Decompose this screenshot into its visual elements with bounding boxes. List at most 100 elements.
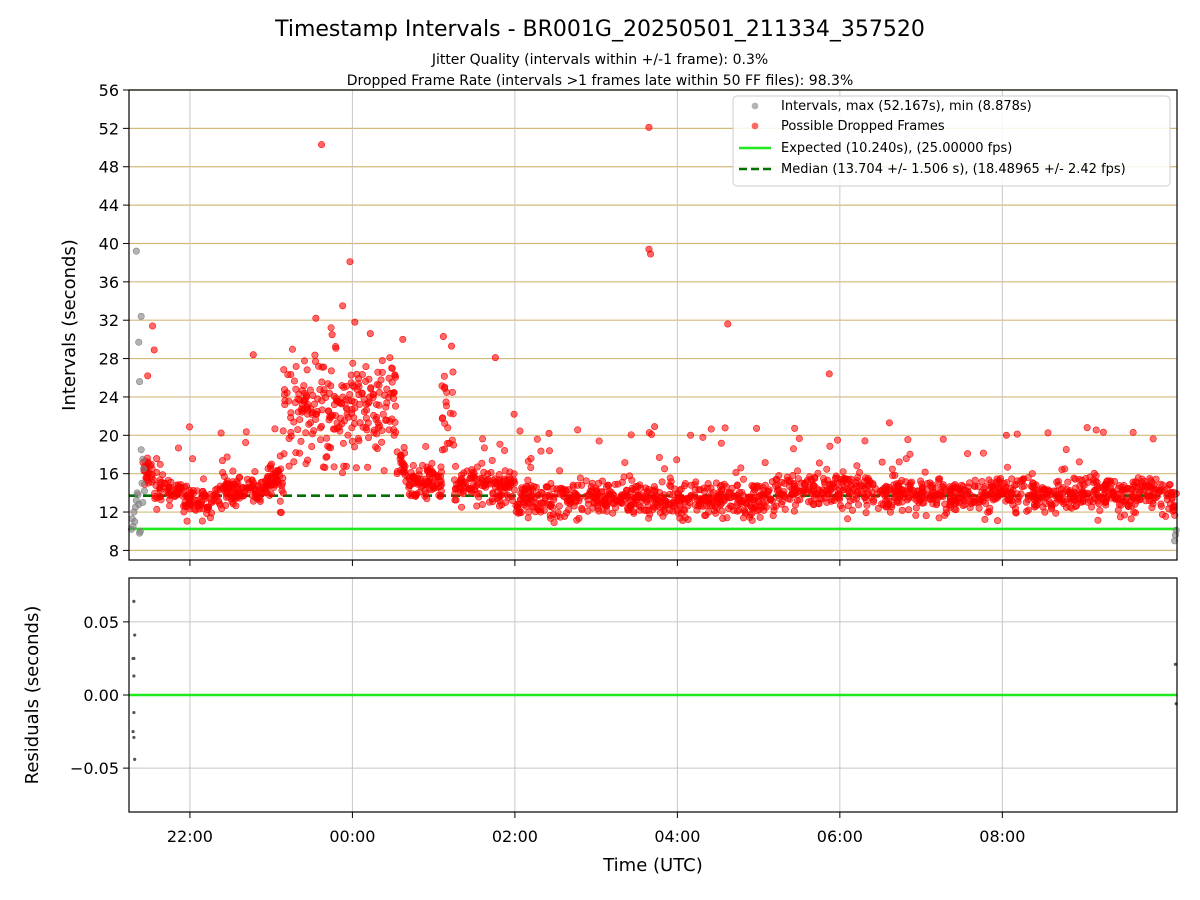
dropped-frame-point <box>545 429 553 437</box>
dropped-frame-point <box>322 394 330 402</box>
residuals-x-ticks: 22:00 00:00 02:00 04:00 06:00 08:00 <box>167 812 1025 846</box>
residual-point <box>133 757 137 761</box>
dropped-frame-point <box>278 486 286 494</box>
dropped-frame-point <box>298 408 306 416</box>
dropped-frame-point <box>660 496 668 504</box>
dropped-frame-point <box>218 457 226 465</box>
dropped-frame-point <box>753 484 761 492</box>
dropped-frame-point <box>1131 482 1139 490</box>
dropped-frame-point <box>789 472 797 480</box>
dropped-frame-point <box>781 505 789 513</box>
dropped-frame-point <box>390 426 398 434</box>
dropped-frame-point <box>609 509 617 517</box>
dropped-frame-point <box>328 331 336 339</box>
dropped-frame-point <box>620 473 628 481</box>
dropped-frame-point <box>692 478 700 486</box>
dropped-frame-point <box>831 493 839 501</box>
dropped-frame-point <box>902 455 910 463</box>
dropped-frame-point <box>545 500 553 508</box>
dropped-frame-point <box>1073 502 1081 510</box>
dropped-frame-point <box>388 364 396 372</box>
dropped-frame-point <box>647 250 655 258</box>
dropped-frame-point <box>932 484 940 492</box>
dropped-frame-point <box>344 431 352 439</box>
dropped-frame-point <box>317 424 325 432</box>
dropped-frame-point <box>339 439 347 447</box>
dropped-frame-point <box>392 402 400 410</box>
dropped-frame-point <box>1113 495 1121 503</box>
dropped-frame-point <box>1152 475 1160 483</box>
dropped-frame-point <box>204 503 212 511</box>
dropped-frame-point <box>1090 469 1098 477</box>
dropped-frame-point <box>479 435 487 443</box>
dropped-frame-point <box>773 487 781 495</box>
dropped-frame-point <box>998 490 1006 498</box>
dropped-frame-point <box>168 491 176 499</box>
dropped-frame-point <box>764 488 772 496</box>
dropped-frame-point <box>245 479 253 487</box>
x-tick-label-08:00: 08:00 <box>979 827 1025 846</box>
dropped-frame-point <box>279 427 287 435</box>
dropped-frame-point <box>655 454 663 462</box>
dropped-frame-point <box>510 410 518 418</box>
dropped-frame-point <box>574 426 582 434</box>
dropped-frame-point <box>707 484 715 492</box>
dropped-frame-point <box>794 467 802 475</box>
interval-point <box>132 247 140 255</box>
y-tick-label-56: 56 <box>99 81 119 100</box>
dropped-frame-point <box>568 495 576 503</box>
dropped-frame-point <box>681 514 689 522</box>
dropped-frame-point <box>874 504 882 512</box>
dropped-frame-point <box>385 374 393 382</box>
dropped-frame-point <box>270 483 278 491</box>
dropped-frame-point <box>292 362 300 370</box>
dropped-frame-point <box>143 476 151 484</box>
dropped-frame-point <box>292 385 300 393</box>
dropped-frame-point <box>1064 478 1072 486</box>
dropped-frame-point <box>1116 489 1124 497</box>
dropped-frame-point <box>307 405 315 413</box>
dropped-frame-point <box>310 400 318 408</box>
dropped-frame-point <box>906 481 914 489</box>
dropped-frame-point <box>486 480 494 488</box>
dropped-frame-point <box>632 482 640 490</box>
dropped-frame-point <box>256 486 264 494</box>
dropped-frame-point <box>862 509 870 517</box>
dropped-frame-point <box>480 444 488 452</box>
dropped-frame-point <box>645 514 653 522</box>
dropped-frame-point <box>450 441 458 449</box>
dropped-frame-point <box>475 489 483 497</box>
dropped-frame-point <box>496 440 504 448</box>
x-tick-label-06:00: 06:00 <box>817 827 863 846</box>
dropped-frame-point <box>448 388 456 396</box>
residual-point <box>132 735 136 740</box>
dropped-frame-point <box>592 485 600 493</box>
dropped-frame-point <box>696 495 704 503</box>
dropped-frame-point <box>399 335 407 343</box>
dropped-frame-point <box>504 476 512 484</box>
dropped-frame-point <box>402 477 410 485</box>
interval-point <box>136 378 144 386</box>
dropped-frame-point <box>656 509 664 517</box>
dropped-frame-point <box>584 500 592 508</box>
dropped-frame-point <box>578 504 586 512</box>
intervals-x-ticks <box>189 560 1003 566</box>
dropped-frame-point <box>296 416 304 424</box>
dropped-frame-point <box>585 490 593 498</box>
dropped-frame-point <box>825 370 833 378</box>
dropped-frame-point <box>440 372 448 380</box>
dropped-frame-point <box>1079 497 1087 505</box>
dropped-frame-point <box>338 469 346 477</box>
dropped-frame-point <box>823 476 831 484</box>
dropped-frame-point <box>994 484 1002 492</box>
dropped-frame-point <box>451 496 459 504</box>
residual-y-tick-label: 0.05 <box>83 613 119 632</box>
dropped-frame-point <box>213 485 221 493</box>
dropped-frame-point <box>281 391 289 399</box>
dropped-frame-point <box>1168 491 1176 499</box>
dropped-frame-point <box>263 474 271 482</box>
dropped-frame-point <box>355 375 363 383</box>
dropped-frame-point <box>276 497 284 505</box>
dropped-frame-point <box>844 487 852 495</box>
